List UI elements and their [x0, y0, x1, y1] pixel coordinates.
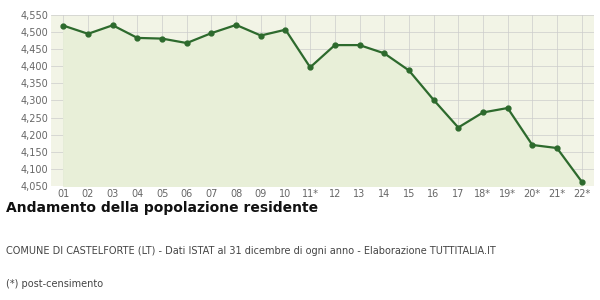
Text: (*) post-censimento: (*) post-censimento — [6, 279, 103, 289]
Text: COMUNE DI CASTELFORTE (LT) - Dati ISTAT al 31 dicembre di ogni anno - Elaborazio: COMUNE DI CASTELFORTE (LT) - Dati ISTAT … — [6, 246, 496, 256]
Text: Andamento della popolazione residente: Andamento della popolazione residente — [6, 201, 318, 215]
